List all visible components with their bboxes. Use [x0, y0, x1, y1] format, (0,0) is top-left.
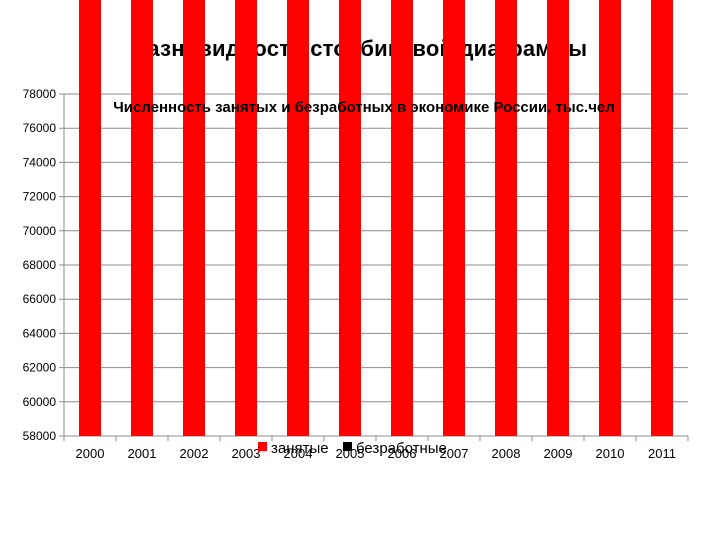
bar-employed-2004: [287, 0, 309, 436]
x-tick-label: 2000: [76, 446, 105, 461]
x-tick-label: 2001: [128, 446, 157, 461]
bar-employed-2008: [495, 0, 517, 436]
legend-swatch-unemployed: [343, 442, 352, 451]
y-tick-label: 70000: [23, 224, 57, 238]
bar-employed-2003: [235, 0, 257, 436]
legend-swatch-employed: [258, 442, 267, 451]
bar-employed-2011: [651, 0, 673, 436]
y-tick-label: 68000: [23, 258, 57, 272]
bar-employed-2001: [131, 0, 153, 436]
bar-employed-2006: [391, 0, 413, 436]
x-tick-label: 2002: [180, 446, 209, 461]
x-tick-label: 2010: [596, 446, 625, 461]
y-tick-label: 72000: [23, 190, 57, 204]
legend-label-unemployed: безработные: [356, 440, 447, 457]
bars: [79, 0, 673, 436]
y-axis-ticks: 58000 60000 62000 64000 66000 68000 70000 72000…: [23, 87, 57, 443]
bar-employed-2000: [79, 0, 101, 436]
x-tick-label: 2003: [232, 446, 261, 461]
bar-employed-2005: [339, 0, 361, 436]
x-tick-label: 2011: [648, 446, 676, 461]
bar-employed-2007: [443, 0, 465, 436]
x-tick-label: 2007: [440, 446, 469, 461]
x-tick-label: 2004: [284, 446, 313, 461]
bar-employed-2002: [183, 0, 205, 436]
bar-employed-2010: [599, 0, 621, 436]
x-tick-label: 2005: [336, 446, 365, 461]
bar-employed-2009: [547, 0, 569, 436]
y-tick-label: 74000: [23, 155, 57, 169]
y-tick-label: 62000: [23, 361, 57, 375]
y-tick-label: 64000: [23, 326, 57, 340]
chart-title: Численность занятых и безработных в экон…: [113, 99, 615, 116]
y-tick-label: 78000: [23, 87, 57, 101]
x-axis-ticks: 2000 2001 2002 2003 2004 2005 2006 2007 2008 2009…: [63, 436, 689, 461]
x-tick-label: 2008: [492, 446, 521, 461]
legend-label-employed: занятые: [271, 440, 329, 457]
legend: занятые безработные: [258, 440, 447, 457]
x-tick-label: 2006: [388, 446, 417, 461]
y-tick-label: 76000: [23, 121, 57, 135]
grid-lines: [59, 93, 688, 437]
y-tick-label: 58000: [23, 429, 57, 443]
y-tick-label: 60000: [23, 395, 57, 409]
y-tick-label: 66000: [23, 292, 57, 306]
x-tick-label: 2009: [544, 446, 573, 461]
